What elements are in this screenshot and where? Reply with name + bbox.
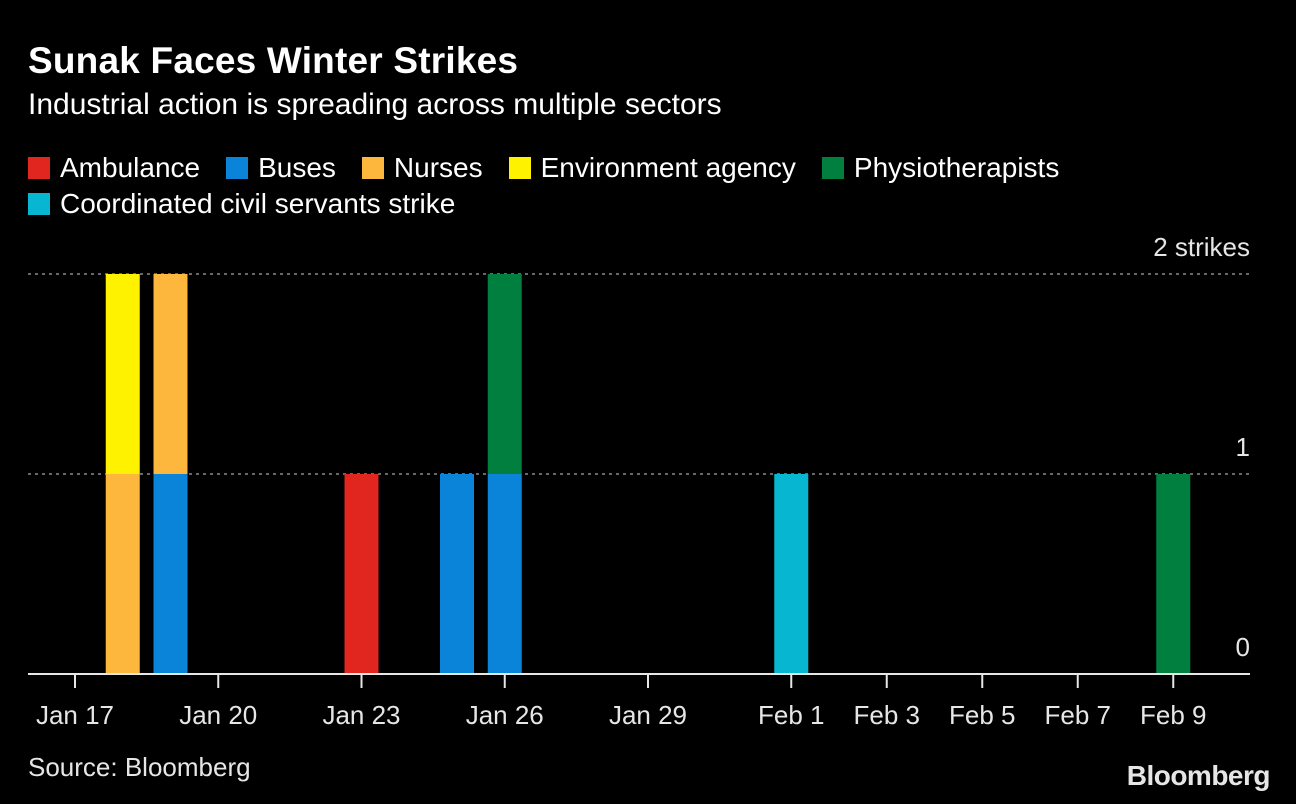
legend-item: Physiotherapists: [821, 152, 1060, 184]
legend-item: Environment agency: [508, 152, 796, 184]
bar-segment: [344, 474, 379, 674]
legend-swatch: [226, 157, 249, 179]
legend-label: Environment agency: [540, 152, 796, 183]
legend-swatch: [28, 157, 50, 179]
bar-segment: [487, 274, 522, 474]
x-tick-label: Feb 1: [758, 700, 825, 730]
legend-label: Buses: [258, 152, 336, 183]
x-tick-label: Jan 23: [322, 700, 400, 730]
x-tick-label: Jan 20: [179, 700, 257, 730]
legend-swatch: [508, 157, 531, 179]
bar-segment: [1156, 474, 1191, 674]
y-tick-label: 2 strikes: [1153, 232, 1250, 262]
chart-title: Sunak Faces Winter Strikes: [28, 40, 519, 81]
x-tick-label: Feb 5: [949, 700, 1016, 730]
chart-subtitle: Industrial action is spreading across mu…: [28, 88, 722, 121]
x-tick-label: Jan 17: [36, 700, 114, 730]
legend-label: Nurses: [393, 152, 483, 183]
legend-label: Coordinated civil servants strike: [60, 188, 456, 219]
legend: Ambulance Buses Nurses Environment agency Ph…: [28, 150, 1228, 222]
legend-item: Ambulance: [28, 152, 200, 184]
legend-item: Nurses: [361, 152, 483, 184]
bar-segment: [105, 474, 140, 674]
bar-segment: [153, 474, 188, 674]
legend-row-1: Ambulance Buses Nurses Environment agency Ph…: [28, 150, 1228, 186]
legend-swatch: [821, 157, 844, 179]
legend-item: Coordinated civil servants strike: [28, 188, 455, 220]
bar-segment: [440, 474, 474, 674]
x-tick-label: Jan 26: [466, 700, 544, 730]
bar-segment: [774, 474, 809, 674]
bloomberg-logo: Bloomberg: [1126, 760, 1271, 791]
legend-swatch: [28, 193, 50, 215]
y-tick-label: 0: [1236, 632, 1250, 662]
x-tick-label: Feb 7: [1045, 700, 1112, 730]
x-tick-label: Feb 9: [1140, 700, 1207, 730]
source-note: Source: Bloomberg: [28, 752, 251, 782]
legend-label: Physiotherapists: [853, 152, 1060, 183]
legend-label: Ambulance: [60, 152, 201, 183]
legend-row-2: Coordinated civil servants strike: [28, 186, 1228, 222]
bar-segment: [153, 274, 188, 474]
legend-item: Buses: [226, 152, 336, 184]
y-tick-label: 1: [1236, 432, 1250, 462]
x-tick-label: Jan 29: [609, 700, 687, 730]
bar-segment: [487, 474, 522, 674]
legend-swatch: [361, 157, 384, 179]
x-tick-label: Feb 3: [854, 700, 921, 730]
bar-segment: [105, 274, 140, 474]
